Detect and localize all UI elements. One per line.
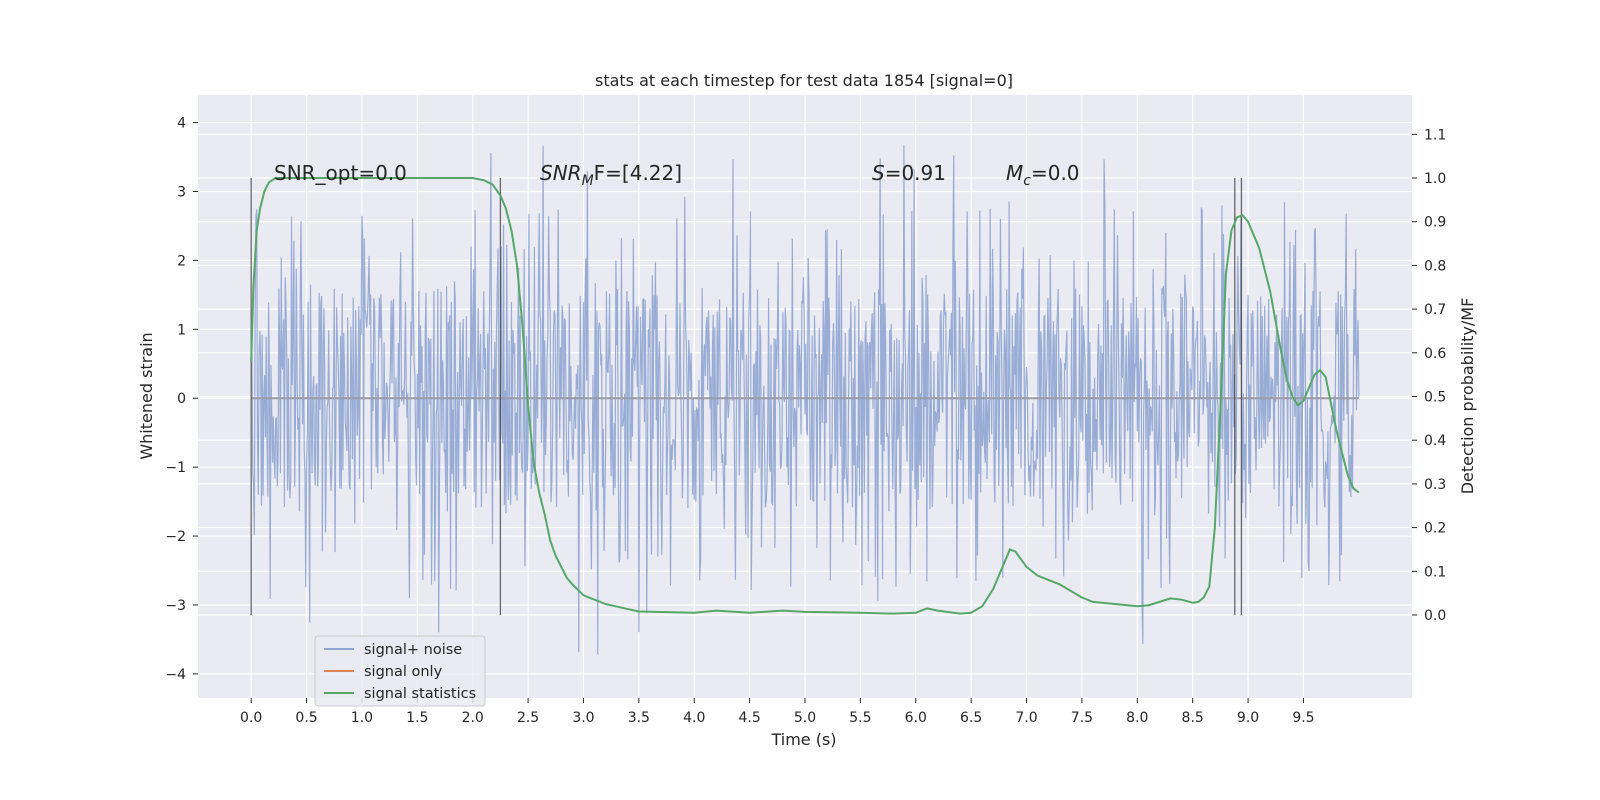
x-tick-label: 6.0	[905, 710, 927, 726]
mc-value: =0.0	[1031, 161, 1080, 185]
mc-variable: M	[1006, 161, 1023, 185]
right-y-tick-label: 0.7	[1424, 302, 1446, 318]
signal-plus-noise-series	[250, 145, 1360, 655]
snr-mf-suffix: F=[4.22]	[594, 161, 682, 185]
x-tick-label: 0.0	[240, 710, 262, 726]
s-value: =0.91	[885, 161, 946, 185]
mc-subscript: c	[1023, 173, 1031, 189]
x-tick-label: 1.5	[406, 710, 428, 726]
right-y-axis-ticks: 0.0 0.1 0.2 0.3 0.4 0.5 0.6 0.7 0.8 0.9 1.0 1.1	[1412, 127, 1446, 624]
snr-mf-prefix: SNR	[540, 161, 582, 185]
x-tick-label: 9.5	[1292, 710, 1314, 726]
snr-opt-annotation: SNR_opt=0.0	[274, 161, 407, 185]
x-tick-label: 8.5	[1182, 710, 1204, 726]
x-tick-label: 0.5	[295, 710, 317, 726]
left-y-tick-label: −3	[165, 598, 186, 614]
left-y-tick-label: 1	[177, 322, 186, 338]
right-y-tick-label: 0.3	[1424, 477, 1446, 493]
legend: signal+ noise signal only signal statist…	[314, 635, 486, 707]
signal-statistics-line	[250, 177, 1360, 615]
left-y-tick-label: 3	[177, 184, 186, 200]
x-tick-label: 9.0	[1237, 710, 1259, 726]
left-y-tick-label: 2	[177, 253, 186, 269]
right-y-tick-label: 1.0	[1424, 171, 1446, 187]
left-y-tick-label: 0	[177, 391, 186, 407]
x-tick-label: 8.0	[1126, 710, 1148, 726]
snr-mf-annotation: SNRMF=[4.22]	[540, 161, 682, 189]
legend-label-signal-only: signal only	[364, 664, 443, 680]
left-y-tick-label: −1	[165, 460, 186, 476]
x-tick-label: 2.0	[462, 710, 484, 726]
right-y-tick-label: 0.9	[1424, 215, 1446, 231]
signal-plus-noise-line	[250, 145, 1360, 655]
right-y-tick-label: 0.8	[1424, 258, 1446, 274]
left-y-axis-ticks: −4 −3 −2 −1 0 1 2 3 4	[165, 116, 198, 683]
x-tick-label: 5.0	[794, 710, 816, 726]
x-tick-label: 3.5	[628, 710, 650, 726]
right-y-tick-label: 0.1	[1424, 564, 1446, 580]
left-y-axis-label: Whitened strain	[137, 332, 156, 459]
x-tick-label: 7.0	[1015, 710, 1037, 726]
snr-mf-subscript: M	[582, 173, 594, 189]
x-tick-label: 7.5	[1071, 710, 1093, 726]
x-tick-label: 4.0	[683, 710, 705, 726]
x-tick-label: 1.0	[351, 710, 373, 726]
left-y-tick-label: −2	[165, 529, 186, 545]
right-y-tick-label: 1.1	[1424, 127, 1446, 143]
right-y-tick-label: 0.0	[1424, 608, 1446, 624]
s-annotation: S=0.91	[872, 161, 946, 185]
x-tick-label: 4.5	[738, 710, 760, 726]
right-y-tick-label: 0.2	[1424, 521, 1446, 537]
vertical-markers	[250, 178, 1243, 615]
legend-label-signal-plus-noise: signal+ noise	[364, 642, 462, 658]
right-y-tick-label: 0.6	[1424, 346, 1446, 362]
left-y-tick-label: −4	[165, 667, 186, 683]
x-tick-label: 5.5	[849, 710, 871, 726]
right-y-tick-label: 0.5	[1424, 390, 1446, 406]
right-y-axis-label: Detection probability/MF	[1458, 298, 1477, 495]
x-tick-label: 6.5	[960, 710, 982, 726]
signal-statistics-series	[250, 177, 1360, 615]
chart-title: stats at each timestep for test data 185…	[595, 71, 1013, 90]
x-axis-label: Time (s)	[770, 730, 836, 749]
x-axis-ticks: 0.0 0.5 1.0 1.5 2.0 2.5 3.0 3.5 4.0 4.5 5.0 5.5 6.0 6…	[240, 698, 1315, 726]
left-y-tick-label: 4	[177, 116, 186, 132]
s-variable: S	[872, 161, 885, 185]
x-tick-label: 3.0	[572, 710, 594, 726]
mc-annotation: Mc=0.0	[1006, 161, 1080, 189]
legend-box	[314, 635, 486, 707]
x-tick-label: 2.5	[517, 710, 539, 726]
legend-label-signal-statistics: signal statistics	[364, 686, 476, 702]
right-y-tick-label: 0.4	[1424, 433, 1446, 449]
